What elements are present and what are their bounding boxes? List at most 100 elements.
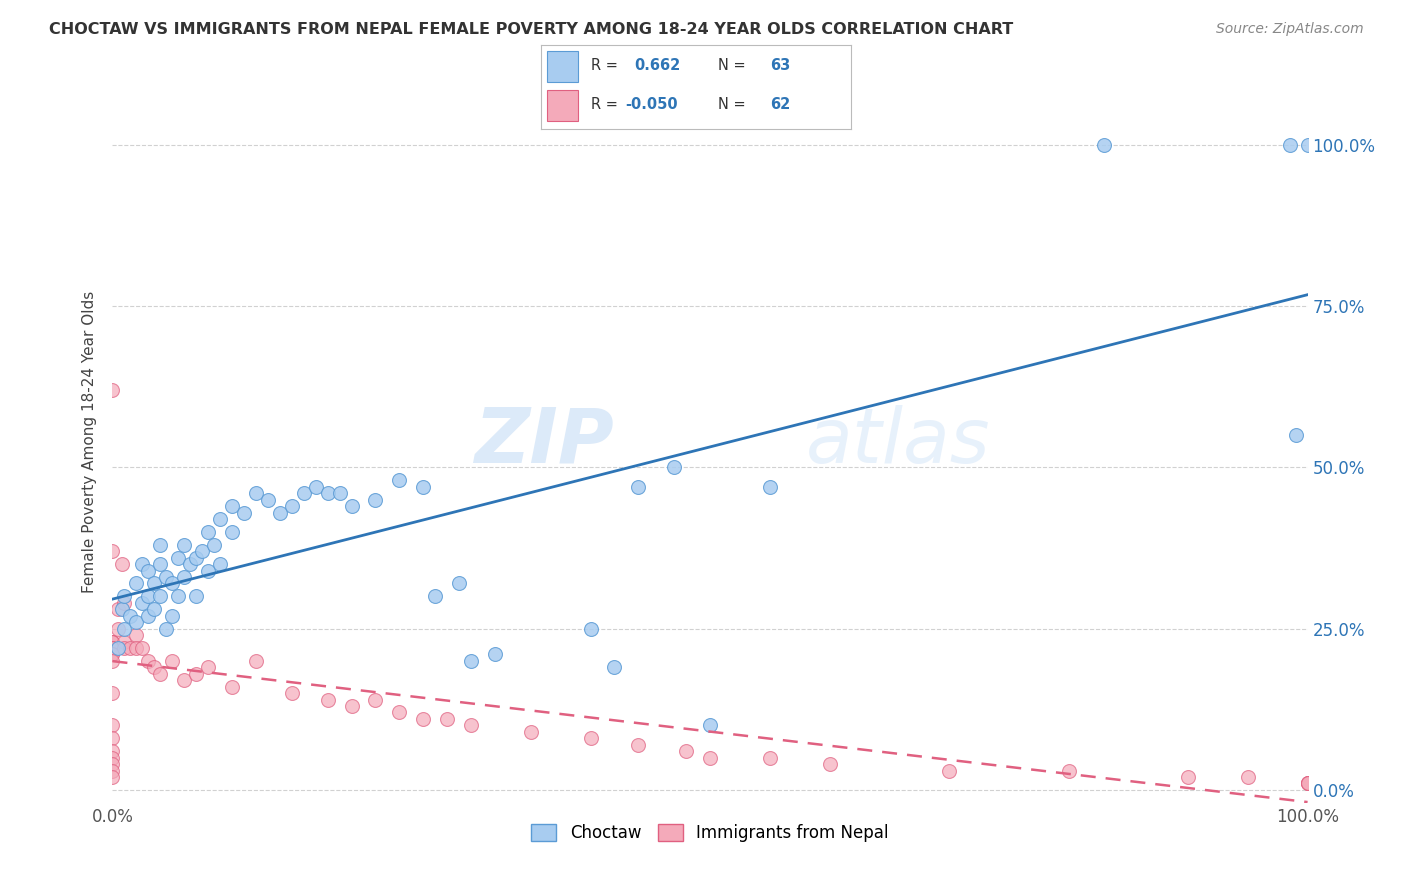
Point bbox=[173, 570, 195, 584]
Point bbox=[675, 744, 697, 758]
Point bbox=[699, 750, 721, 764]
Point bbox=[101, 640, 124, 655]
Point bbox=[155, 622, 177, 636]
Legend: Choctaw, Immigrants from Nepal: Choctaw, Immigrants from Nepal bbox=[524, 817, 896, 848]
Point bbox=[1094, 137, 1116, 152]
Point bbox=[281, 499, 304, 513]
Point bbox=[197, 524, 219, 539]
Point bbox=[111, 602, 134, 616]
Point bbox=[125, 640, 148, 655]
Point bbox=[664, 460, 686, 475]
Text: -0.050: -0.050 bbox=[624, 97, 678, 112]
Point bbox=[167, 590, 190, 604]
Point bbox=[388, 706, 411, 720]
Point bbox=[364, 492, 387, 507]
Point bbox=[520, 724, 543, 739]
Point bbox=[101, 731, 124, 746]
Point bbox=[131, 640, 153, 655]
Text: 62: 62 bbox=[770, 97, 790, 112]
Point bbox=[412, 480, 434, 494]
Point bbox=[107, 602, 129, 616]
Point bbox=[1296, 137, 1319, 152]
Point bbox=[221, 524, 243, 539]
Point bbox=[138, 608, 160, 623]
Point bbox=[186, 666, 208, 681]
Point bbox=[101, 544, 124, 558]
Point bbox=[759, 750, 782, 764]
Text: 0.662: 0.662 bbox=[634, 58, 681, 73]
Point bbox=[305, 480, 328, 494]
Point bbox=[173, 538, 195, 552]
Point bbox=[340, 699, 363, 714]
Point bbox=[1237, 770, 1260, 784]
Point bbox=[101, 750, 124, 764]
Point bbox=[186, 590, 208, 604]
Text: R =: R = bbox=[591, 58, 617, 73]
Point bbox=[155, 570, 177, 584]
Text: N =: N = bbox=[717, 58, 745, 73]
Point bbox=[1296, 776, 1319, 790]
Point bbox=[316, 486, 339, 500]
Point bbox=[938, 764, 960, 778]
Point bbox=[101, 648, 124, 662]
Point bbox=[162, 654, 183, 668]
Point bbox=[197, 660, 219, 674]
Point bbox=[120, 608, 142, 623]
Point bbox=[114, 622, 135, 636]
Point bbox=[281, 686, 304, 700]
Point bbox=[627, 480, 650, 494]
Point bbox=[425, 590, 447, 604]
Point bbox=[221, 499, 243, 513]
Point bbox=[114, 640, 135, 655]
Point bbox=[579, 731, 602, 746]
Point bbox=[125, 615, 148, 630]
Point bbox=[221, 680, 243, 694]
Point bbox=[101, 654, 124, 668]
Text: CHOCTAW VS IMMIGRANTS FROM NEPAL FEMALE POVERTY AMONG 18-24 YEAR OLDS CORRELATIO: CHOCTAW VS IMMIGRANTS FROM NEPAL FEMALE … bbox=[49, 22, 1014, 37]
Point bbox=[340, 499, 363, 513]
Point bbox=[484, 648, 506, 662]
Point bbox=[1296, 776, 1319, 790]
Point bbox=[101, 634, 124, 648]
Point bbox=[1057, 764, 1080, 778]
Point bbox=[162, 576, 183, 591]
Point bbox=[447, 576, 470, 591]
Point bbox=[114, 634, 135, 648]
Point bbox=[143, 576, 166, 591]
Point bbox=[316, 692, 339, 706]
Point bbox=[131, 557, 153, 571]
Point bbox=[101, 764, 124, 778]
Text: R =: R = bbox=[591, 97, 617, 112]
Point bbox=[125, 576, 148, 591]
Point bbox=[138, 564, 160, 578]
Text: 63: 63 bbox=[770, 58, 790, 73]
Point bbox=[101, 718, 124, 732]
Point bbox=[460, 654, 482, 668]
Point bbox=[329, 486, 352, 500]
Point bbox=[233, 506, 256, 520]
Point bbox=[460, 718, 482, 732]
Point bbox=[111, 557, 134, 571]
Point bbox=[209, 557, 232, 571]
Point bbox=[412, 712, 434, 726]
Point bbox=[364, 692, 387, 706]
Point bbox=[107, 640, 129, 655]
Point bbox=[101, 634, 124, 648]
Point bbox=[131, 596, 153, 610]
Text: atlas: atlas bbox=[806, 405, 990, 478]
Point bbox=[101, 634, 124, 648]
Point bbox=[1177, 770, 1199, 784]
Point bbox=[209, 512, 232, 526]
Point bbox=[101, 744, 124, 758]
Text: ZIP: ZIP bbox=[475, 405, 614, 478]
FancyBboxPatch shape bbox=[547, 90, 578, 120]
Point bbox=[101, 648, 124, 662]
Text: N =: N = bbox=[717, 97, 745, 112]
Point bbox=[627, 738, 650, 752]
Point bbox=[149, 538, 172, 552]
Point bbox=[197, 564, 219, 578]
Point bbox=[699, 718, 721, 732]
Point bbox=[120, 640, 142, 655]
Point bbox=[143, 660, 166, 674]
Point bbox=[101, 757, 124, 772]
